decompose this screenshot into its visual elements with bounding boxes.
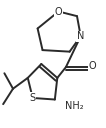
Text: N: N — [77, 31, 84, 41]
Text: O: O — [55, 7, 62, 17]
Text: S: S — [30, 93, 36, 103]
Text: NH₂: NH₂ — [65, 101, 84, 111]
Text: O: O — [89, 61, 96, 71]
